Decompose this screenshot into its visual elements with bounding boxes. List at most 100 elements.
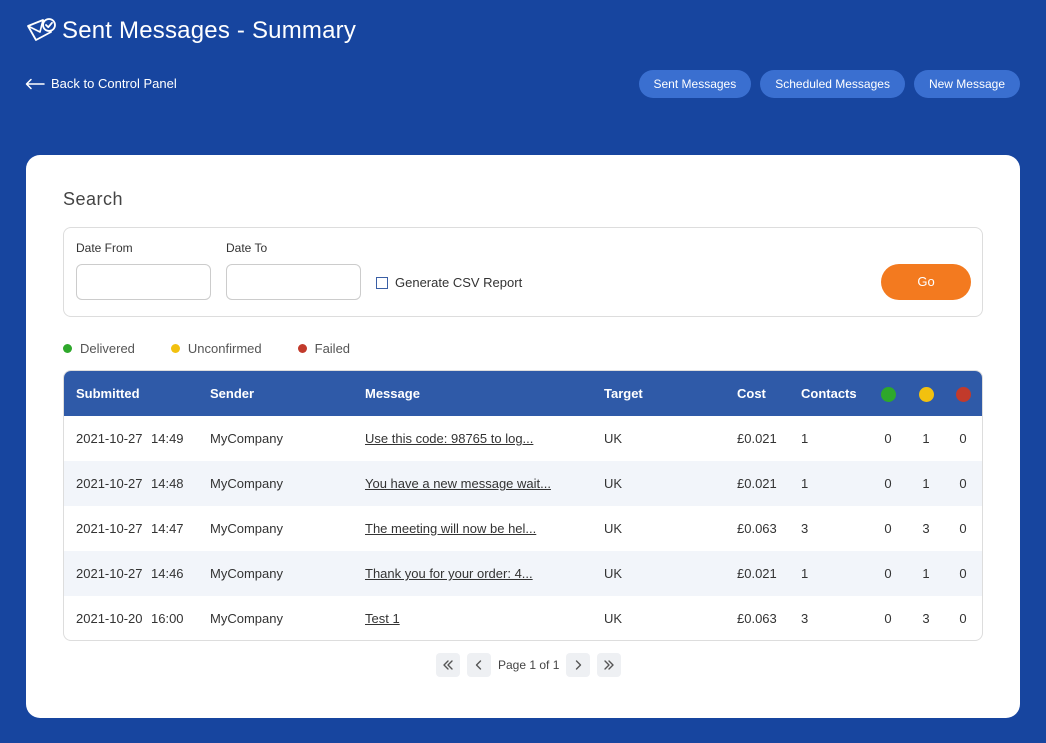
search-form: Date From Date To Generate CSV Report Go	[63, 227, 983, 317]
last-page-button[interactable]	[597, 653, 622, 677]
cell-delivered: 0	[884, 566, 892, 581]
cell-sender: MyCompany	[210, 521, 283, 536]
cell-cost: £0.063	[737, 611, 777, 626]
header-unconfirmed	[914, 371, 938, 416]
date-from-label: Date From	[76, 241, 133, 255]
cell-failed: 0	[959, 431, 967, 446]
header-contacts[interactable]: Contacts	[801, 386, 857, 401]
cell-message-link[interactable]: Thank you for your order: 4...	[365, 566, 533, 581]
cell-message-link[interactable]: The meeting will now be hel...	[365, 521, 537, 536]
cell-cost: £0.021	[737, 431, 777, 446]
cell-date: 2021-10-27	[76, 431, 143, 446]
status-legend: Delivered Unconfirmed Failed	[63, 341, 386, 356]
cell-cost: £0.021	[737, 566, 777, 581]
cell-date: 2021-10-20	[76, 611, 143, 626]
header-submitted[interactable]: Submitted	[76, 386, 140, 401]
date-to-input[interactable]	[226, 264, 361, 300]
cell-failed: 0	[959, 476, 967, 491]
cell-time: 14:46	[151, 566, 184, 581]
cell-sender: MyCompany	[210, 566, 283, 581]
cell-delivered: 0	[884, 611, 892, 626]
legend-failed: Failed	[297, 341, 350, 356]
table-row: 2021-10-27 14:49 MyCompany Use this code…	[64, 416, 982, 461]
table-row: 2021-10-27 14:47 MyCompany The meeting w…	[64, 506, 982, 551]
cell-target: UK	[604, 521, 623, 536]
page-header: Sent Messages - Summary	[25, 16, 356, 46]
arrow-left-icon	[25, 78, 45, 89]
summary-card: Search Date From Date To Generate CSV Re…	[26, 155, 1020, 718]
csv-report-checkbox[interactable]	[376, 276, 388, 289]
chevron-left-icon	[475, 660, 482, 670]
legend-label: Delivered	[80, 341, 135, 356]
cell-target: UK	[604, 476, 623, 491]
failed-dot-icon	[955, 387, 971, 403]
header-target[interactable]: Target	[604, 386, 643, 401]
date-from-input[interactable]	[76, 264, 211, 300]
next-page-button[interactable]	[566, 653, 591, 677]
new-message-button[interactable]: New Message	[913, 70, 1020, 98]
legend-delivered: Delivered	[63, 341, 135, 356]
cell-cost: £0.063	[737, 521, 777, 536]
cell-target: UK	[604, 611, 623, 626]
legend-label: Unconfirmed	[187, 341, 262, 356]
sent-messages-button[interactable]: Sent Messages	[638, 70, 752, 98]
cell-time: 14:48	[151, 476, 184, 491]
previous-page-button[interactable]	[467, 653, 491, 677]
envelope-check-icon	[27, 18, 56, 41]
table-row: 2021-10-27 14:46 MyCompany Thank you for…	[64, 551, 982, 596]
csv-report-option[interactable]: Generate CSV Report	[376, 275, 522, 290]
cell-failed: 0	[959, 566, 967, 581]
cell-unconfirmed: 1	[922, 476, 930, 491]
top-navigation: Sent Messages Scheduled Messages New Mes…	[638, 70, 1020, 98]
cell-date: 2021-10-27	[76, 566, 143, 581]
cell-unconfirmed: 1	[922, 566, 930, 581]
back-link-label: Back to Control Panel	[51, 76, 177, 91]
scheduled-messages-button[interactable]: Scheduled Messages	[760, 70, 905, 98]
cell-contacts: 3	[801, 611, 809, 626]
search-title: Search	[63, 189, 124, 209]
page-indicator: Page 1 of 1	[498, 658, 560, 672]
cell-contacts: 1	[801, 566, 809, 581]
header-delivered	[876, 371, 900, 416]
messages-table: Submitted Sender Message Target Cost Con…	[63, 370, 983, 641]
cell-sender: MyCompany	[210, 431, 283, 446]
cell-target: UK	[604, 566, 623, 581]
cell-failed: 0	[959, 611, 967, 626]
cell-message-link[interactable]: Test 1	[365, 611, 400, 626]
cell-cost: £0.021	[737, 476, 777, 491]
table-row: 2021-10-27 14:48 MyCompany You have a ne…	[64, 461, 982, 506]
cell-contacts: 1	[801, 476, 809, 491]
unconfirmed-dot-icon	[918, 387, 934, 403]
cell-unconfirmed: 3	[922, 521, 930, 536]
date-to-label: Date To	[226, 241, 268, 255]
cell-delivered: 0	[884, 476, 892, 491]
csv-report-label: Generate CSV Report	[395, 275, 523, 290]
cell-delivered: 0	[884, 521, 892, 536]
back-to-control-panel-link[interactable]: Back to Control Panel	[25, 76, 177, 91]
delivered-dot-icon	[63, 344, 72, 353]
cell-date: 2021-10-27	[76, 521, 143, 536]
double-chevron-right-icon	[604, 660, 615, 670]
first-page-button[interactable]	[436, 653, 460, 677]
cell-delivered: 0	[884, 431, 892, 446]
cell-time: 14:47	[151, 521, 184, 536]
pagination: Page 1 of 1	[436, 653, 622, 677]
unconfirmed-dot-icon	[170, 344, 180, 353]
delivered-dot-icon	[880, 387, 896, 403]
cell-message-link[interactable]: You have a new message wait...	[365, 476, 551, 491]
cell-message-link[interactable]: Use this code: 98765 to log...	[365, 431, 534, 446]
failed-dot-icon	[297, 344, 307, 353]
cell-unconfirmed: 3	[922, 611, 930, 626]
chevron-right-icon	[576, 660, 582, 670]
header-message[interactable]: Message	[365, 386, 420, 401]
header-failed	[951, 371, 975, 416]
header-cost[interactable]: Cost	[737, 386, 766, 401]
page-title: Sent Messages - Summary	[62, 17, 357, 44]
cell-time: 16:00	[151, 611, 184, 626]
legend-unconfirmed: Unconfirmed	[170, 341, 262, 356]
table-row: 2021-10-20 16:00 MyCompany Test 1 UK £0.…	[64, 596, 982, 640]
cell-date: 2021-10-27	[76, 476, 143, 491]
go-button[interactable]: Go	[881, 264, 971, 300]
header-sender[interactable]: Sender	[210, 386, 255, 401]
cell-sender: MyCompany	[210, 476, 283, 491]
